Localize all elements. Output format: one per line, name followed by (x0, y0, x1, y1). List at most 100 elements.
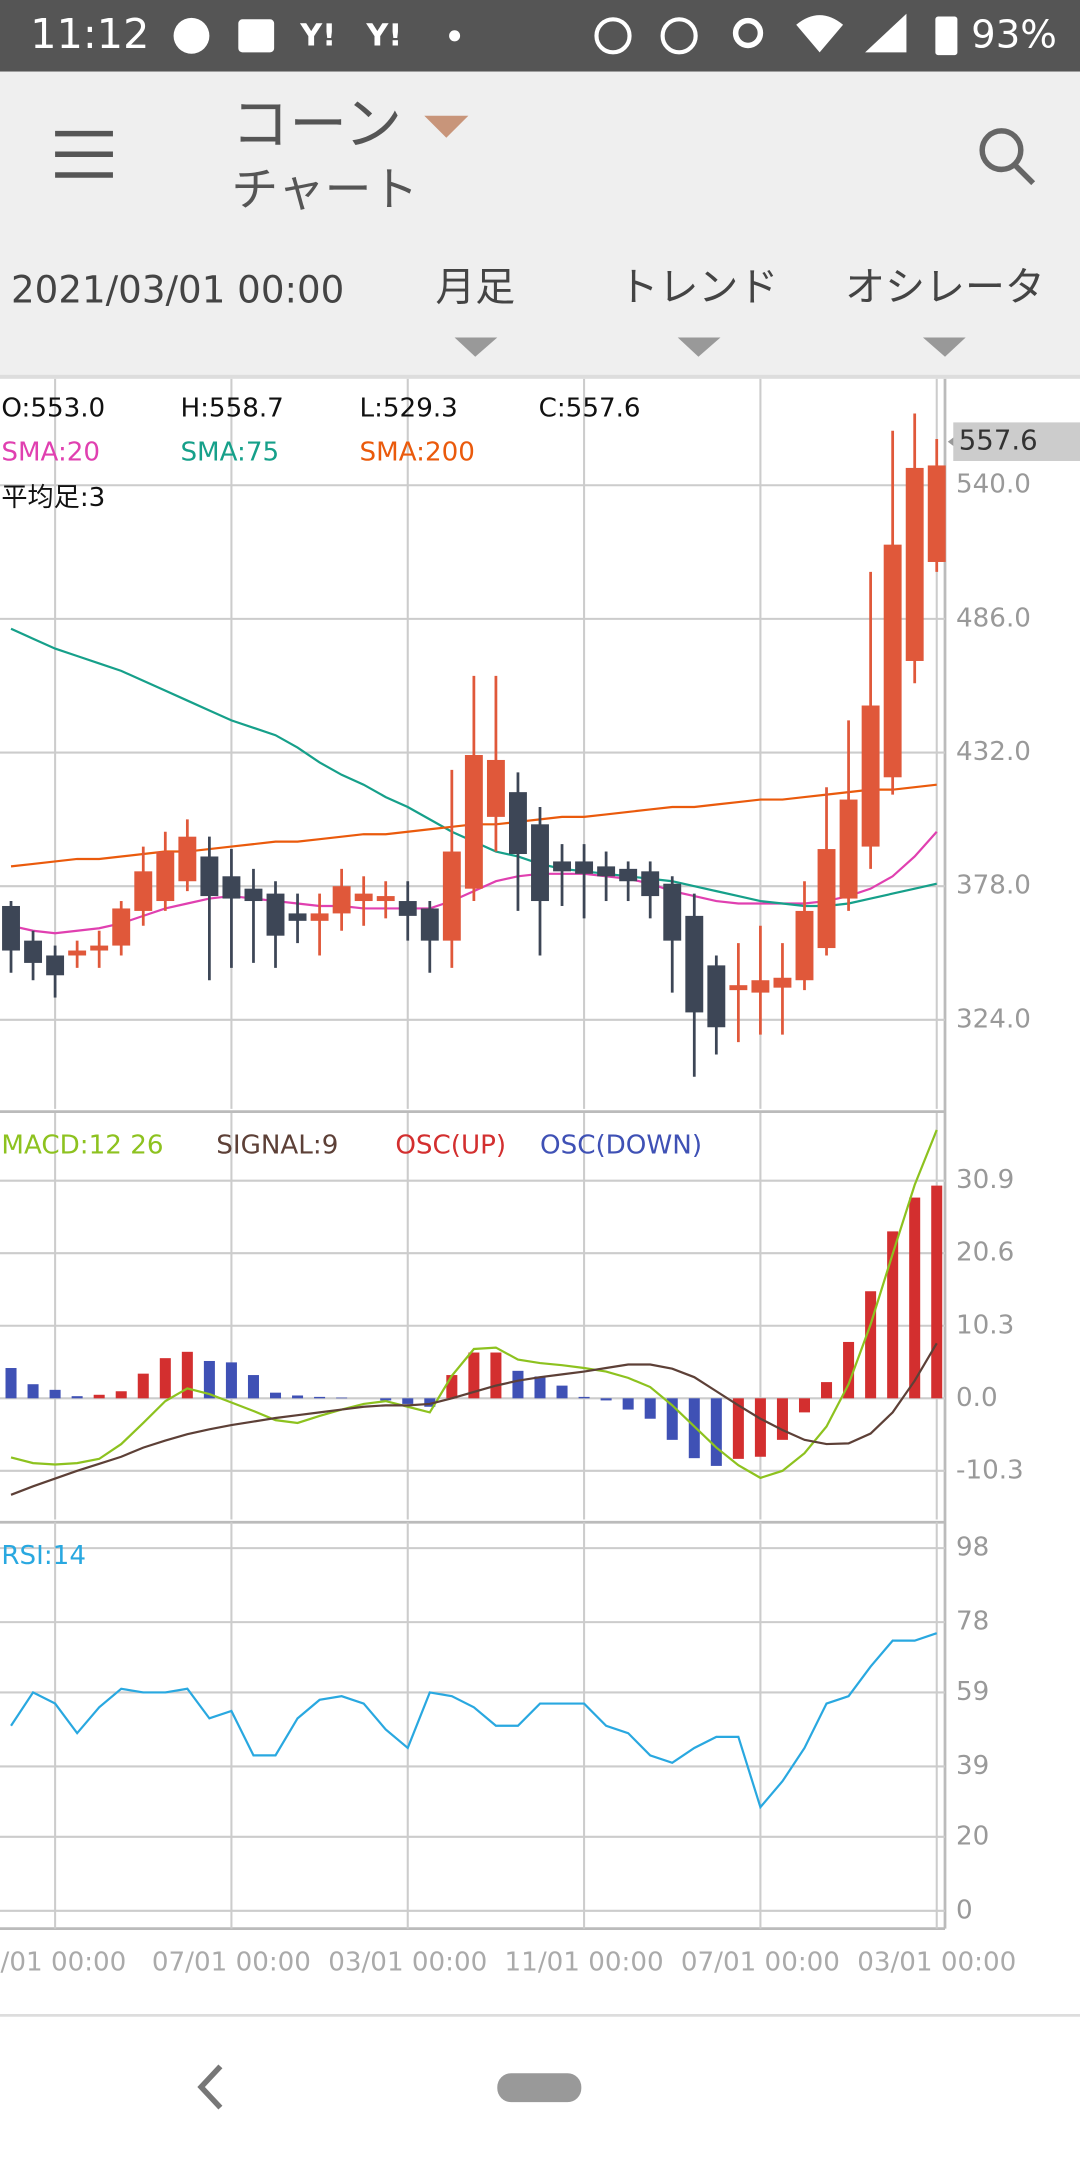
legend-entry: MACD:12 26 (1, 1131, 163, 1161)
osc-bar (159, 1358, 171, 1399)
candle-body (376, 896, 395, 902)
y-tick-label: 78 (956, 1607, 989, 1637)
osc-bar (821, 1382, 833, 1399)
candle-body (751, 980, 770, 993)
search-button[interactable] (979, 128, 1036, 186)
osc-bar (534, 1376, 546, 1399)
svg-text:Y!: Y! (365, 19, 402, 54)
osc-bar (49, 1389, 61, 1399)
candle-body (200, 856, 219, 897)
candle-body (222, 876, 241, 899)
osc-bar (181, 1351, 193, 1399)
candle-body (905, 467, 924, 661)
osc-bar (292, 1395, 304, 1399)
x-tick-label: 07/01 00:00 (681, 1948, 840, 1978)
header-subtitle: チャート (231, 163, 418, 217)
y-tick-label: 540.0 (956, 470, 1031, 500)
oscillator-menu[interactable]: オシレータ (845, 264, 1045, 310)
osc-bar (754, 1398, 766, 1457)
candle-body (68, 950, 87, 956)
osc-bar (446, 1375, 458, 1399)
x-tick-label: 07/01 00:00 (152, 1948, 311, 1978)
line-series (10, 1129, 938, 1480)
y-tick-label: 39 (956, 1751, 989, 1781)
back-button[interactable] (197, 2064, 223, 2110)
osc-bar (5, 1368, 17, 1399)
candle-body (839, 799, 858, 899)
title-dropdown[interactable] (424, 115, 469, 138)
osc-bar (688, 1398, 700, 1459)
toolbar-date: 2021/03/01 00:00 (11, 268, 344, 312)
app-header (0, 71, 1080, 375)
x-tick-label: 1/01 00:00 (0, 1948, 126, 1978)
y-tick-label: 10.3 (956, 1310, 1014, 1340)
candle-body (817, 849, 836, 949)
candle-body (244, 888, 263, 902)
last-price-box (953, 422, 1080, 461)
candle-body (420, 908, 439, 941)
legend-entry: SIGNAL:9 (216, 1131, 338, 1161)
candle-body (861, 705, 880, 847)
candle-body (619, 868, 638, 882)
status-bar (0, 0, 1080, 72)
osc-bar (865, 1291, 877, 1399)
y-tick-label: 20 (956, 1821, 989, 1851)
candle-body (795, 910, 814, 981)
candle-body (112, 908, 131, 946)
svg-text:Y!: Y! (299, 19, 336, 54)
osc-bar (931, 1185, 943, 1399)
legend-entry: OSC(DOWN) (540, 1131, 702, 1161)
y-tick-label: 486.0 (956, 603, 1031, 633)
y-tick-label: 0 (956, 1895, 973, 1925)
last-price-label: 557.6 (959, 425, 1038, 457)
ohlc-label: L:529.3 (360, 394, 458, 424)
y-tick-label: 0.0 (956, 1383, 998, 1413)
y-tick-label: 59 (956, 1677, 989, 1707)
trend-menu[interactable]: トレンド (619, 264, 779, 310)
legend-entry: RSI:14 (1, 1541, 86, 1571)
osc-bar (556, 1385, 568, 1399)
candle-body (773, 977, 792, 988)
status-time: 11:12 (30, 10, 149, 58)
line-series (10, 1342, 938, 1496)
osc-bar (578, 1396, 590, 1399)
osc-bar (225, 1362, 237, 1399)
candle-body (156, 851, 175, 902)
legend-entry: SMA:75 (180, 438, 279, 468)
osc-bar (512, 1370, 524, 1399)
header-shadow (0, 374, 1080, 379)
ohlc-label: O:553.0 (1, 394, 105, 424)
y-tick-label: 98 (956, 1533, 989, 1563)
osc-bar (71, 1396, 83, 1399)
status-battery: 93% (971, 13, 1057, 58)
indicator-label: 平均足:3 (1, 483, 105, 513)
status-icons: Y! Y! (173, 13, 958, 56)
y-tick-label: 378.0 (956, 871, 1031, 901)
y-tick-label: 324.0 (956, 1004, 1031, 1034)
osc-bar (600, 1398, 612, 1401)
osc-bar (247, 1375, 259, 1399)
candle-body (553, 861, 571, 872)
candle-body (46, 955, 65, 976)
osc-bar (137, 1373, 149, 1399)
legend-entry: SMA:200 (360, 438, 475, 468)
candle-body (24, 940, 43, 963)
menu-button[interactable] (55, 130, 113, 178)
osc-bar (380, 1398, 392, 1401)
candle-body (442, 851, 461, 941)
osc-bar (776, 1398, 788, 1440)
legend-entry: SMA:20 (1, 438, 100, 468)
y-tick-label: 432.0 (956, 737, 1031, 767)
osc-bar (402, 1398, 414, 1404)
x-tick-label: 11/01 00:00 (505, 1948, 664, 1978)
timeframe-menu[interactable]: 月足 (435, 264, 515, 310)
candle-body (178, 836, 197, 882)
legend-entry: OSC(UP) (395, 1131, 506, 1161)
candle-body (883, 544, 902, 778)
candle-body (597, 866, 616, 877)
home-button[interactable] (497, 2073, 582, 2103)
x-tick-label: 03/01 00:00 (857, 1948, 1016, 1978)
header-title[interactable]: コーン (231, 90, 402, 158)
panel-frames (0, 378, 947, 1930)
